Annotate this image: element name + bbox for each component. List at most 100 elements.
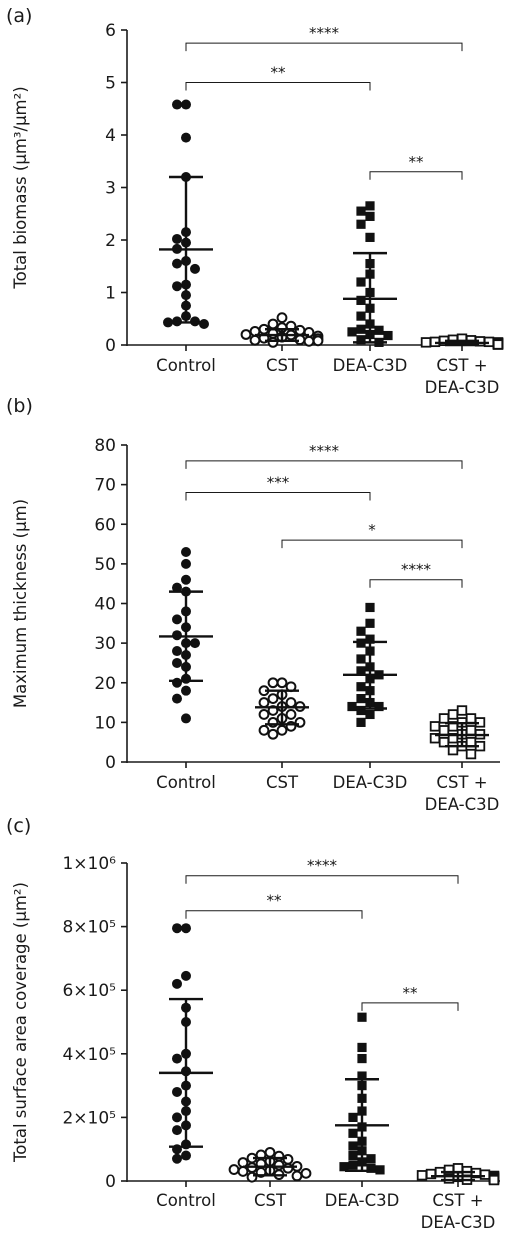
data-point-open-circle xyxy=(258,697,270,708)
significance-label: ** xyxy=(403,984,419,1002)
data-point-filled-circle xyxy=(181,574,191,585)
x-category-label: CST + xyxy=(436,773,487,792)
data-point-filled-square xyxy=(366,1154,376,1164)
significance-label: *** xyxy=(267,474,290,492)
data-point-open-square xyxy=(416,1170,428,1181)
significance-bracket xyxy=(185,82,371,91)
x-category-label: DEA-C3D xyxy=(421,1213,496,1232)
data-point-filled-circle xyxy=(172,281,182,292)
data-point-open-circle xyxy=(276,312,288,324)
data-point-filled-square xyxy=(339,1162,349,1172)
data-point-filled-square xyxy=(356,682,366,692)
data-point-filled-circle xyxy=(172,1053,182,1064)
data-point-filled-circle xyxy=(163,317,173,328)
significance-bracket xyxy=(369,171,463,180)
data-point-filled-square xyxy=(365,634,375,644)
x-category-label: DEA-C3D xyxy=(425,795,500,814)
data-point-open-square xyxy=(438,713,450,724)
data-point-open-circle xyxy=(312,335,324,347)
panel-b: (b) 0 10 20 30 40 50 60 70 80 Maximum thickness (μ… xyxy=(6,395,500,814)
y-axis-title: Total biomass (μm³/μm²) xyxy=(11,86,30,289)
data-point-filled-square xyxy=(365,211,375,221)
data-point-filled-circle xyxy=(181,923,191,934)
data-point-filled-square xyxy=(356,324,366,334)
data-point-filled-circle xyxy=(181,1150,191,1161)
y-tick-label: 50 xyxy=(94,555,116,575)
y-tick-label: 60 xyxy=(94,515,116,535)
data-point-filled-circle xyxy=(181,546,191,557)
significance-label: ** xyxy=(271,64,287,82)
data-point-filled-square xyxy=(365,201,375,211)
data-point-filled-circle xyxy=(181,558,191,569)
panel-label: (b) xyxy=(6,395,33,417)
data-point-open-circle xyxy=(258,724,270,736)
data-point-open-square xyxy=(492,339,504,350)
data-point-open-circle xyxy=(291,1170,303,1182)
data-point-filled-square xyxy=(348,1150,358,1161)
data-point-filled-circle xyxy=(172,1112,182,1123)
significance-label: **** xyxy=(309,24,340,42)
data-point-filled-circle xyxy=(172,1125,182,1136)
data-point-open-circle xyxy=(285,697,297,708)
data-point-filled-circle xyxy=(181,713,191,724)
y-tick-label: 5 xyxy=(105,74,116,94)
significance-label: ** xyxy=(409,153,425,171)
data-point-filled-circle xyxy=(172,693,182,704)
significance-bracket xyxy=(185,910,363,919)
data-point-filled-circle xyxy=(181,132,191,143)
x-category-label: CST xyxy=(254,1191,287,1210)
data-point-open-circle xyxy=(240,329,252,340)
significance-bracket xyxy=(185,875,459,884)
y-tick-label: 4 xyxy=(105,126,116,146)
data-point-filled-square xyxy=(357,1012,367,1022)
data-point-filled-circle xyxy=(181,970,191,981)
y-axis-title: Maximum thickness (μm) xyxy=(11,499,30,708)
data-point-open-circle xyxy=(267,336,279,348)
x-category-label: DEA-C3D xyxy=(333,356,408,375)
data-point-filled-circle xyxy=(172,923,182,934)
data-point-open-circle xyxy=(300,1167,312,1179)
significance-label: * xyxy=(368,521,376,539)
data-point-filled-circle xyxy=(172,978,182,989)
y-tick-label: 40 xyxy=(94,595,116,615)
data-point-open-circle xyxy=(237,1166,249,1177)
data-point-open-square xyxy=(465,748,477,760)
y-tick-label: 30 xyxy=(94,634,116,654)
y-tick-label: 3 xyxy=(105,179,116,199)
data-point-filled-circle xyxy=(181,99,191,110)
data-point-open-circle xyxy=(276,677,288,689)
data-point-open-circle xyxy=(267,318,279,330)
y-tick-label: 70 xyxy=(94,476,116,496)
y-tick-label: 2 xyxy=(105,231,116,251)
data-point-filled-square xyxy=(356,206,366,216)
data-point-open-circle xyxy=(267,693,279,704)
data-point-open-circle xyxy=(282,1153,294,1165)
x-category-label: CST + xyxy=(436,356,487,375)
data-point-filled-circle xyxy=(172,1153,182,1164)
y-tick-label: 8×10⁵ xyxy=(62,918,116,938)
data-point-filled-square xyxy=(356,311,366,321)
y-tick-label: 0 xyxy=(105,1172,116,1192)
data-point-filled-circle xyxy=(190,263,200,274)
significance-bracket xyxy=(361,1002,459,1011)
data-point-filled-circle xyxy=(172,582,182,593)
data-point-open-square xyxy=(438,725,450,736)
data-point-filled-square xyxy=(365,618,375,628)
x-category-label: Control xyxy=(156,356,216,375)
data-point-open-square xyxy=(488,1174,500,1186)
significance-bracket xyxy=(185,492,371,501)
data-point-open-square xyxy=(447,709,459,720)
data-point-filled-square xyxy=(374,325,384,335)
data-point-filled-circle xyxy=(172,657,182,668)
significance-label: **** xyxy=(307,857,338,875)
panel-c: (c) 0 2×10⁵ 4×10⁵ 6×10⁵ 8×10⁵ 1×10⁶ Total surfa… xyxy=(6,815,500,1232)
data-point-filled-circle xyxy=(172,258,182,269)
x-category-label: DEA-C3D xyxy=(325,1191,400,1210)
y-axis-title: Total surface area coverage (μm²) xyxy=(11,882,30,1163)
data-point-filled-square xyxy=(365,602,375,613)
x-category-label: DEA-C3D xyxy=(425,378,500,397)
data-point-filled-circle xyxy=(172,646,182,657)
data-point-open-square xyxy=(465,725,477,736)
data-point-filled-square xyxy=(365,709,375,720)
data-point-open-square xyxy=(429,721,441,732)
